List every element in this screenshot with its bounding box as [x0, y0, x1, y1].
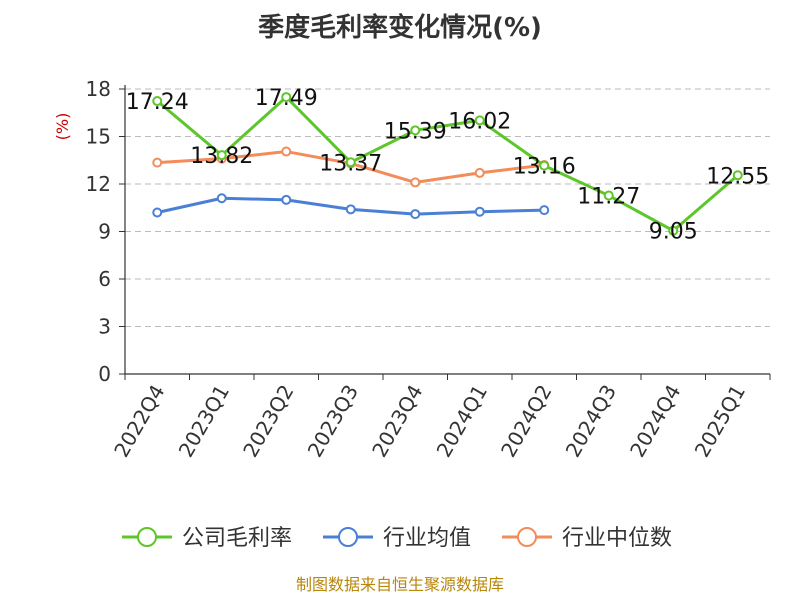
grid-lines — [125, 88, 770, 327]
x-tick-label: 2023Q3 — [303, 381, 363, 462]
legend-label: 行业中位数 — [562, 526, 672, 551]
data-point — [732, 170, 743, 181]
x-tick-label: 2025Q1 — [690, 381, 750, 462]
series-1 — [152, 193, 550, 220]
data-point — [603, 190, 614, 201]
data-point — [539, 205, 550, 216]
legend: 公司毛利率 行业均值 行业中位数 — [122, 526, 672, 551]
data-point — [668, 225, 679, 236]
y-tick-label: 9 — [98, 220, 111, 244]
legend-label: 行业均值 — [383, 526, 471, 551]
x-tick-label: 2022Q4 — [109, 381, 169, 462]
data-point — [152, 207, 163, 218]
legend-label: 公司毛利率 — [182, 526, 292, 551]
data-point — [345, 157, 356, 168]
data-point — [281, 146, 292, 157]
y-axis-label: (%) — [53, 113, 72, 141]
data-point — [410, 125, 421, 136]
data-point — [474, 206, 485, 217]
series-group — [152, 92, 743, 236]
data-point — [410, 177, 421, 188]
data-label: 12.55 — [706, 164, 769, 189]
x-tick-label: 2024Q3 — [561, 381, 621, 462]
y-tick-label: 6 — [98, 267, 111, 291]
data-point — [216, 150, 227, 161]
data-point — [474, 167, 485, 178]
data-point — [152, 157, 163, 168]
data-label: 17.49 — [255, 86, 318, 111]
legend-marker — [338, 527, 358, 547]
y-tick-label: 3 — [98, 315, 111, 339]
y-tick-label: 0 — [98, 362, 111, 386]
data-point — [281, 92, 292, 103]
x-tick-label: 2023Q4 — [367, 381, 427, 462]
data-label: 13.82 — [190, 144, 253, 169]
source-note: 制图数据来自恒生聚源数据库 — [296, 575, 504, 594]
legend-item[interactable]: 行业中位数 — [502, 526, 672, 551]
data-point — [539, 160, 550, 171]
legend-item[interactable]: 公司毛利率 — [122, 526, 292, 551]
series-0 — [152, 92, 743, 236]
x-tick-label: 2023Q1 — [174, 381, 234, 462]
data-point — [410, 209, 421, 220]
data-point — [345, 204, 356, 215]
data-label: 13.37 — [319, 151, 382, 176]
data-point — [474, 115, 485, 126]
x-tick-label: 2023Q2 — [238, 381, 298, 462]
series-line — [156, 95, 739, 233]
x-tick-label: 2024Q1 — [432, 381, 492, 462]
data-label: 16.02 — [448, 109, 511, 134]
y-tick-label: 12 — [86, 172, 111, 196]
data-point — [281, 194, 292, 205]
legend-marker — [517, 527, 537, 547]
data-label: 9.05 — [649, 220, 698, 245]
data-label: 13.16 — [513, 155, 576, 180]
y-tick-label: 15 — [86, 125, 111, 149]
legend-item[interactable]: 行业均值 — [323, 526, 471, 551]
x-tick-label: 2024Q4 — [625, 381, 685, 462]
data-label: 11.27 — [577, 185, 640, 210]
y-tick-label: 18 — [86, 77, 111, 101]
chart-title: 季度毛利率变化情况(%) — [258, 12, 542, 43]
legend-marker — [137, 527, 157, 547]
x-tick-label: 2024Q2 — [496, 381, 556, 462]
data-point — [152, 96, 163, 107]
data-label: 15.39 — [384, 119, 447, 144]
data-point — [216, 193, 227, 204]
data-label: 17.24 — [126, 90, 189, 115]
